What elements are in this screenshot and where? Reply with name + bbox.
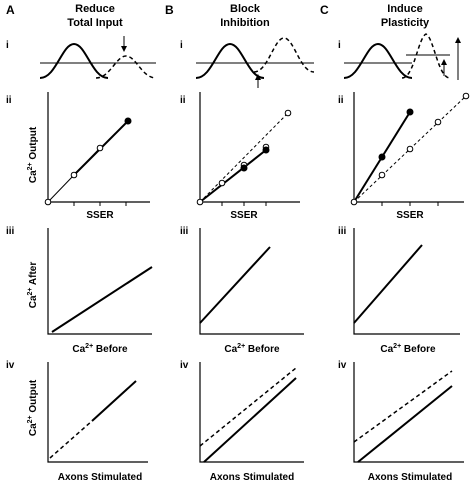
panel-a-header: A Reduce Total Input xyxy=(6,3,123,29)
c-ii-point-open xyxy=(434,118,442,126)
c-iv-axes xyxy=(353,362,464,463)
c-iv-dashed-line xyxy=(353,370,453,443)
c-ii-point-filled xyxy=(406,108,414,116)
b-iv-dashed-line xyxy=(199,367,297,447)
row-i-label-c: i xyxy=(338,40,341,51)
b-ii-axes xyxy=(199,92,300,203)
row-iii-y-label: Ca2+ After xyxy=(27,262,39,309)
panel-c-letter: C xyxy=(320,3,329,17)
panel-c-title-line1: Induce xyxy=(387,3,422,15)
a-ii-point-open xyxy=(70,171,78,179)
panel-a-letter: A xyxy=(6,3,15,17)
a-ii-point-filled xyxy=(124,117,132,125)
row-iii-label-a: iii xyxy=(6,226,15,237)
c-ii-point-open xyxy=(378,171,386,179)
a-iii-x-label: Ca2+ Before xyxy=(72,343,128,355)
b-iv-axes xyxy=(199,362,304,463)
a-i-dashed-bump xyxy=(95,55,157,79)
row-ii-label-c: ii xyxy=(338,95,344,106)
c-ii-point-open xyxy=(350,198,358,206)
a-i-solid-bump xyxy=(39,42,109,79)
c-ii-point-open xyxy=(462,92,470,100)
panel-b-title-line2: Inhibition xyxy=(220,17,270,29)
c-iv-thick-line xyxy=(357,385,453,463)
row-i-label-a: i xyxy=(6,40,9,51)
a-iv-dashed-line xyxy=(49,420,93,459)
b-iv-thick-line xyxy=(203,377,297,463)
a-iv-thick-line xyxy=(91,380,137,422)
b-ii-point-filled xyxy=(240,164,248,172)
row-i: i i i xyxy=(6,33,461,88)
c-ii-x-label: SSER xyxy=(396,210,424,221)
row-ii-label-a: ii xyxy=(6,95,12,106)
row-iii: iii iii iii Ca2+ After Ca2+ Before Ca2+ … xyxy=(6,226,460,355)
row-iv-y-label: Ca2+ Output xyxy=(27,379,39,436)
b-i-dashed-bump xyxy=(253,37,315,73)
b-ii-point-open xyxy=(196,198,204,206)
panel-a-title-line1: Reduce xyxy=(75,3,115,15)
b-ii-dashed-line xyxy=(199,112,289,203)
row-iii-label-b: iii xyxy=(180,226,189,237)
b-ii-point-open xyxy=(218,179,226,187)
row-iii-label-c: iii xyxy=(338,226,347,237)
c-ii-point-open xyxy=(406,145,414,153)
row-i-label-b: i xyxy=(180,40,183,51)
row-ii-y-label: Ca2+ Output xyxy=(27,126,39,183)
b-iv-x-label: Axons Stimulated xyxy=(210,472,294,483)
c-iv-x-label: Axons Stimulated xyxy=(368,472,452,483)
panel-b-letter: B xyxy=(165,3,174,17)
b-iii-axes xyxy=(199,228,304,335)
row-ii: ii ii ii Ca2+ Output SSER SSER xyxy=(6,92,470,221)
b-ii-thick-line xyxy=(199,149,267,203)
c-i-solid-bump xyxy=(343,42,413,79)
c-ii-point-filled xyxy=(378,153,386,161)
c-iii-axes xyxy=(353,228,460,335)
panel-a-title-line2: Total Input xyxy=(67,17,123,29)
b-ii-point-filled xyxy=(262,146,270,154)
a-iii-axes xyxy=(47,228,152,335)
row-iv-label-c: iv xyxy=(338,360,347,371)
row-iv-label-a: iv xyxy=(6,360,15,371)
panel-c-header: C Induce Plasticity xyxy=(320,3,430,29)
panel-b-title-line1: Block xyxy=(230,3,261,15)
panel-c-title-line2: Plasticity xyxy=(381,17,430,29)
a-iv-axes xyxy=(47,362,148,463)
a-iv-x-label: Axons Stimulated xyxy=(58,472,142,483)
c-i-dashed-bump xyxy=(401,33,451,79)
c-iii-x-label: Ca2+ Before xyxy=(380,343,436,355)
row-iv-label-b: iv xyxy=(180,360,189,371)
panel-b-header: B Block Inhibition xyxy=(165,3,270,29)
a-ii-x-label: SSER xyxy=(86,210,114,221)
b-i-solid-bump xyxy=(195,42,265,79)
b-ii-x-label: SSER xyxy=(230,210,258,221)
c-iii-line xyxy=(353,244,423,324)
a-iii-line xyxy=(51,266,153,333)
b-iii-x-label: Ca2+ Before xyxy=(224,343,280,355)
b-ii-point-open xyxy=(284,109,292,117)
a-ii-point-open xyxy=(44,198,52,206)
row-iv: iv iv iv Ca2+ Output Axons Stimulated Ax… xyxy=(6,360,464,483)
b-iii-line xyxy=(199,246,271,324)
a-ii-point-open xyxy=(96,144,104,152)
row-ii-label-b: ii xyxy=(180,95,186,106)
